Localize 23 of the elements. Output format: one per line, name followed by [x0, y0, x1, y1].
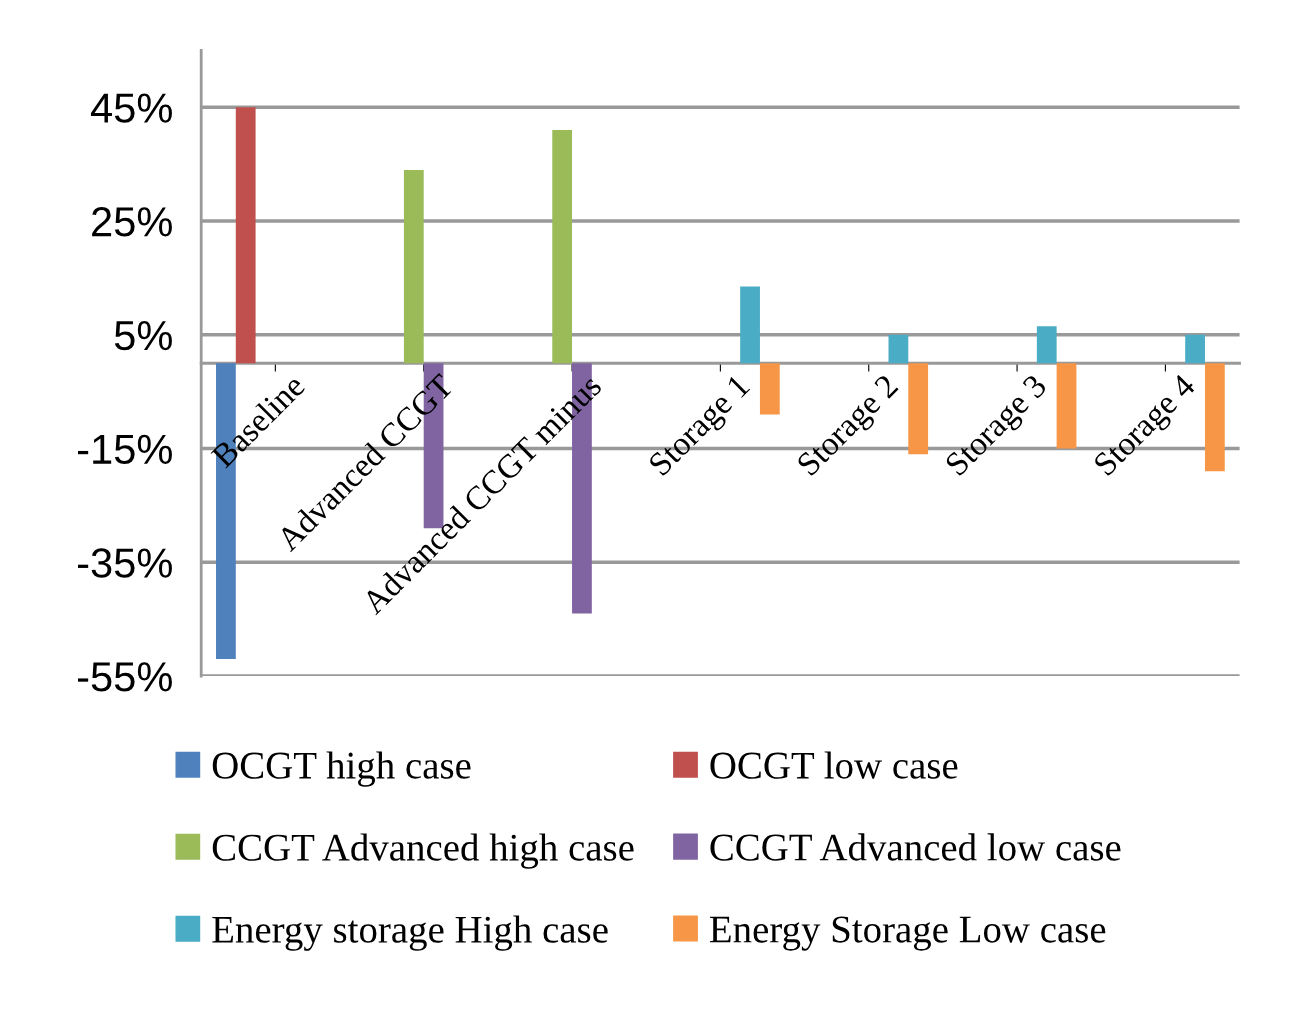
legend-label: CCGT Advanced high case: [212, 833, 634, 869]
bar: [235, 107, 256, 364]
bar: [552, 130, 573, 364]
bar: [1056, 363, 1077, 449]
legend-label: Energy storage High case: [212, 915, 608, 951]
bar: [908, 363, 929, 455]
legend-label: OCGT high case: [212, 751, 471, 787]
bar: [740, 286, 760, 364]
bar: [1036, 326, 1057, 364]
bar: [888, 334, 909, 364]
legend-label: CCGT Advanced low case: [710, 833, 1121, 861]
legend-label: Energy Storage Low case: [709, 916, 1106, 951]
y-tick-label: 25%: [92, 207, 172, 237]
bar: [403, 169, 424, 364]
y-tick-label: -35%: [78, 548, 172, 578]
y-tick-label: -15%: [78, 434, 172, 465]
y-tick-label: 45%: [90, 93, 172, 123]
bar: [759, 363, 780, 415]
bar: [1185, 334, 1205, 364]
legend-label: OCGT low case: [710, 751, 958, 779]
y-tick-label: -55%: [78, 662, 172, 692]
bar: [1204, 363, 1225, 472]
y-tick-label: 5%: [114, 320, 172, 351]
